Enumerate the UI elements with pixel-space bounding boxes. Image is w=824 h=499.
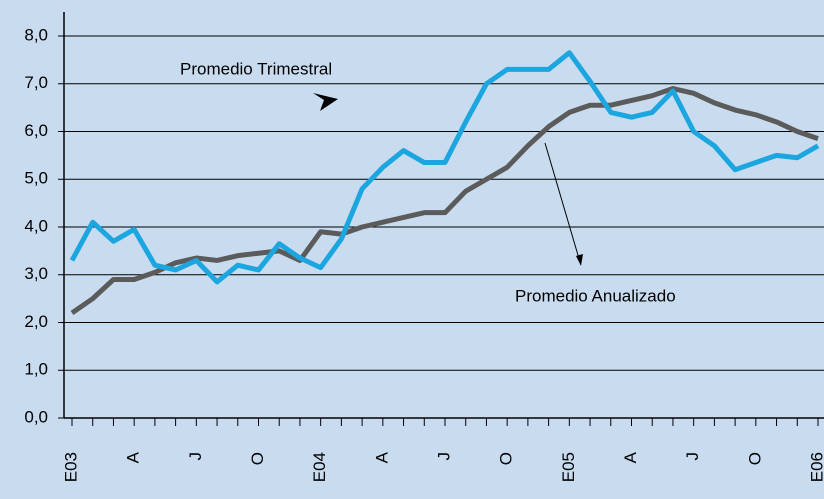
annotation-arrowhead xyxy=(576,254,583,266)
x-tick-label: J xyxy=(434,452,453,461)
x-tick-label: A xyxy=(372,451,391,463)
y-tick-label: 4,0 xyxy=(24,216,48,235)
x-tick-label: J xyxy=(186,452,205,461)
annotation-arrow xyxy=(544,142,581,263)
line-series xyxy=(69,50,820,285)
x-tick-label: O xyxy=(248,452,267,465)
annotation-trimestral: Promedio Trimestral xyxy=(180,59,332,78)
y-tick-label: 7,0 xyxy=(24,73,48,92)
y-tick-label: 2,0 xyxy=(24,312,48,331)
x-tick-label: E04 xyxy=(310,452,329,482)
x-tick-label: J xyxy=(683,452,702,461)
x-tick-label: E03 xyxy=(61,452,80,482)
y-tick-label: 8,0 xyxy=(24,25,48,44)
x-tick-label: O xyxy=(745,452,764,465)
x-tick-label: A xyxy=(124,451,143,463)
annotation-anualizado: Promedio Anualizado xyxy=(515,286,676,305)
y-tick-label: 5,0 xyxy=(24,169,48,188)
annotation-arrowhead xyxy=(313,93,338,111)
y-tick-label: 3,0 xyxy=(24,264,48,283)
x-tick-label: A xyxy=(621,451,640,463)
y-tick-label: 1,0 xyxy=(24,360,48,379)
y-tick-label: 6,0 xyxy=(24,121,48,140)
y-tick-label: 0,0 xyxy=(24,407,48,426)
x-tick-label: E06 xyxy=(807,452,824,482)
x-tick-label: O xyxy=(497,452,516,465)
x-tick-label: E05 xyxy=(559,452,578,482)
line-series xyxy=(70,86,819,316)
